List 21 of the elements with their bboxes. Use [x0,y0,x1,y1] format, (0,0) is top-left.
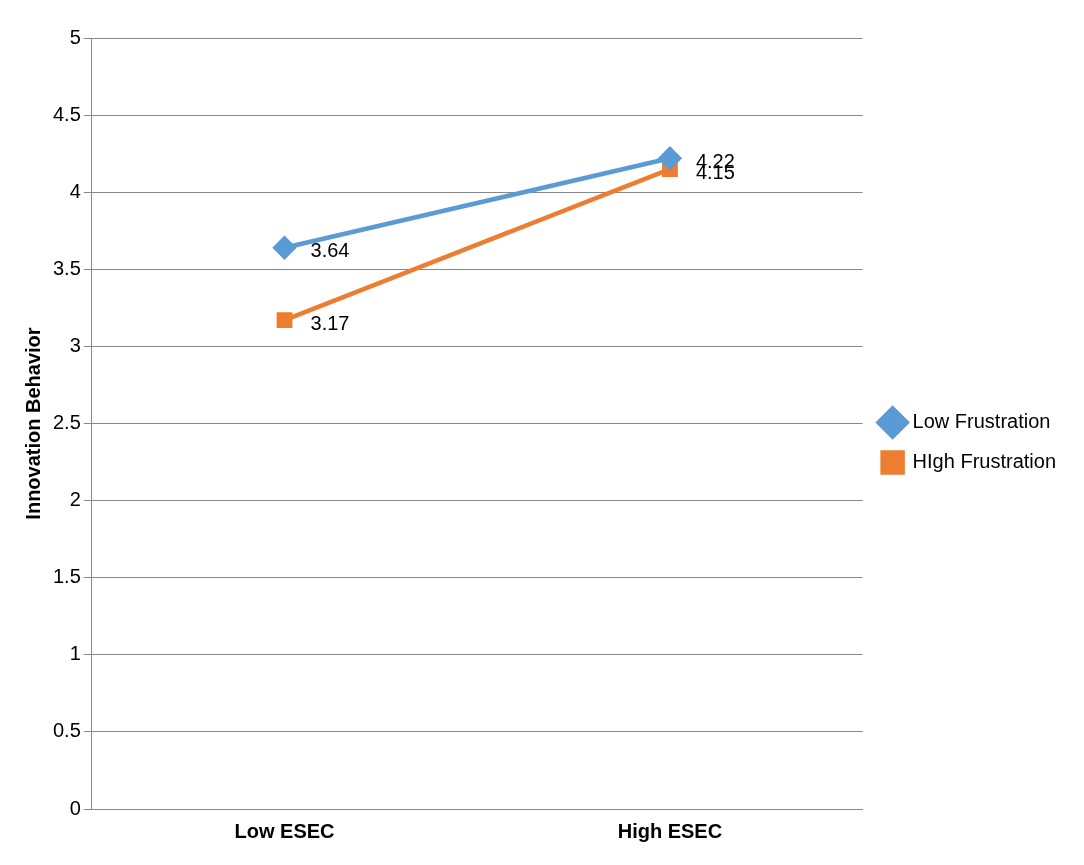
x-tick-label: High ESEC [617,819,723,842]
y-tick-label: 2.5 [52,411,81,434]
point [273,236,296,259]
x-tick-label: Low ESEC [234,819,335,842]
data-label: 3.64 [310,239,350,262]
y-tick-label: 5 [69,25,81,48]
y-tick-label: 3.5 [52,256,81,279]
y-tick-label: 4.5 [52,102,81,125]
y-tick-label: 3 [69,333,81,356]
data-label: 3.17 [310,311,350,334]
y-tick-label: 4 [69,179,81,202]
point [276,312,293,329]
point [658,147,682,170]
y-tick-label: 0.5 [52,719,81,742]
legend-label: Low Frustration [912,410,1051,433]
y-tick-label: 0 [69,796,81,819]
y-tick-label: 1.5 [52,565,81,588]
y-tick-label: 1 [69,642,81,665]
y-axis-title: Innovation Behavior [21,327,44,520]
legend-label: HIgh Frustration [912,450,1056,473]
y-tick-label: 2 [69,488,81,511]
